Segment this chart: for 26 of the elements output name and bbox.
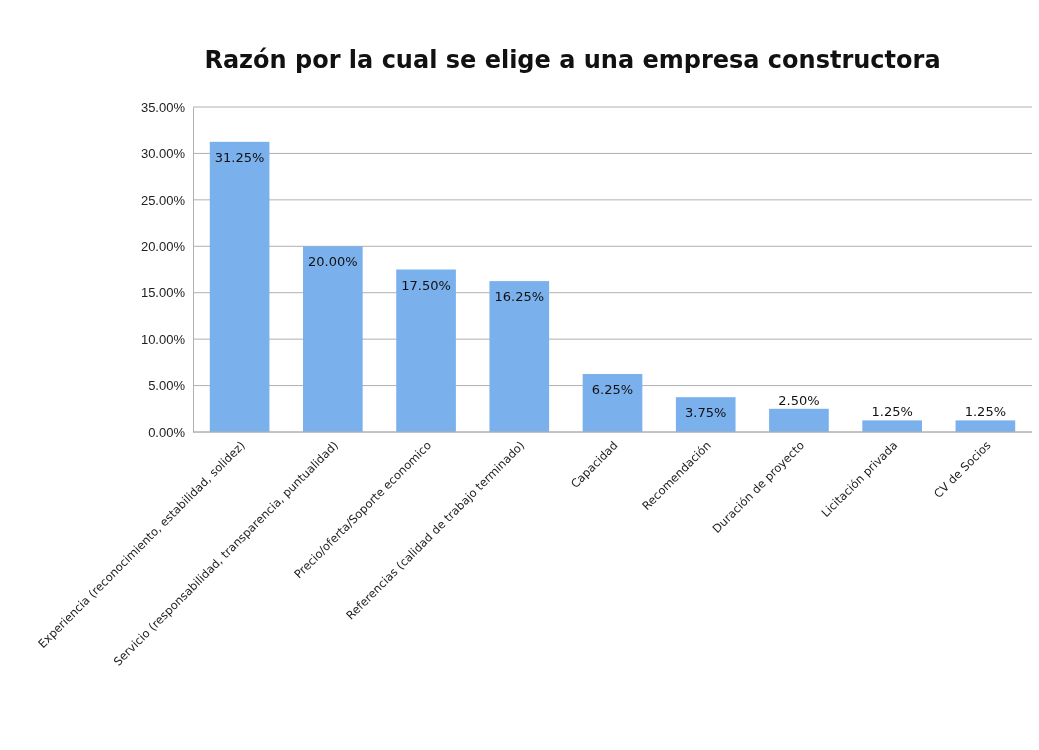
data-label: 31.25% xyxy=(214,149,265,165)
y-tick-label: 5.00% xyxy=(148,378,186,394)
y-tick-label: 30.00% xyxy=(140,146,186,162)
data-label: 6.25% xyxy=(591,381,634,397)
bar xyxy=(582,373,643,432)
bar xyxy=(769,408,829,432)
data-label: 2.50% xyxy=(778,392,820,408)
data-label: 16.25% xyxy=(494,289,545,305)
bar xyxy=(396,269,456,432)
data-label: 3.75% xyxy=(685,405,727,421)
bar xyxy=(862,420,922,432)
y-tick-label: 35.00% xyxy=(140,99,186,115)
data-label: 1.25% xyxy=(871,404,913,420)
data-label: 17.50% xyxy=(401,277,451,293)
data-label: 1.25% xyxy=(964,404,1007,420)
y-tick-label: 10.00% xyxy=(140,331,186,347)
y-tick-label: 15.00% xyxy=(140,285,186,301)
bar xyxy=(489,281,550,432)
chart-title: Razón por la cual se elige a una empresa constructora xyxy=(204,46,941,74)
data-label: 20.00% xyxy=(308,254,358,270)
y-tick-label: 25.00% xyxy=(140,192,186,208)
y-tick-label: 0.00% xyxy=(148,424,186,440)
bar xyxy=(955,420,1016,432)
bar xyxy=(303,246,363,432)
bar xyxy=(209,141,270,432)
y-tick-label: 20.00% xyxy=(140,238,186,254)
